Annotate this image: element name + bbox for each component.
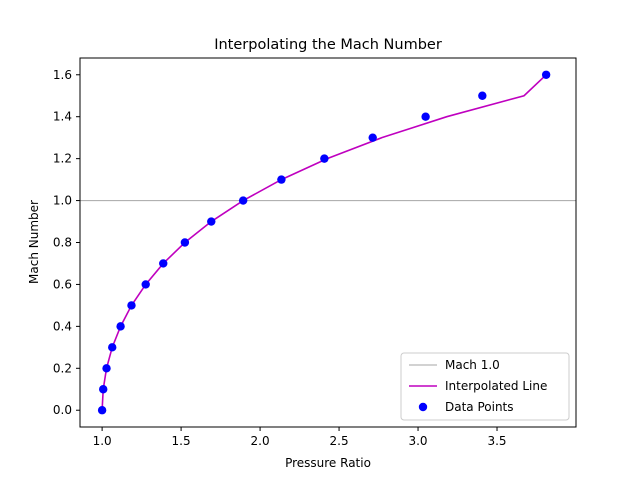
legend-box [400,352,570,421]
x-tick-label: 1.5 [172,434,191,448]
data-point [320,154,329,163]
y-tick-label: 0.8 [53,236,72,250]
data-point [108,343,117,352]
data-point [127,301,136,310]
x-axis-label: Pressure Ratio [285,456,371,470]
plot-area: 1.0 1.5 2.0 2.5 3.0 3.5 0.0 0.2 0.4 0.6 0.8 1.0 1.2 1… [53,57,577,448]
x-tick-label: 3.0 [408,434,427,448]
y-tick-label: 0.6 [53,277,72,291]
data-point [478,91,487,100]
y-tick-label: 1.4 [53,110,72,124]
data-point [541,70,551,79]
x-tick-label: 3.5 [487,434,506,448]
data-point [141,280,150,289]
data-point [116,322,125,331]
data-point [421,112,430,121]
x-tick-label: 2.0 [251,434,270,448]
y-axis-label: Mach Number [27,200,41,284]
data-point [180,238,190,247]
legend-entry-data-points-swatch [418,402,428,412]
data-point [238,196,248,205]
y-tick-label: 1.2 [53,152,72,166]
y-tick-label: 0.4 [53,319,72,333]
x-tick-label: 1.0 [93,434,112,448]
x-tick-label: 2.5 [330,434,349,448]
legend-entry-interpolated-label: Interpolated Line [445,379,547,393]
y-tick-label: 0.0 [53,403,72,417]
legend-entry-mach-label: Mach 1.0 [445,358,500,372]
data-point [99,385,108,394]
data-point [102,364,111,373]
y-tick-label: 1.0 [53,194,72,208]
y-tick-label: 1.6 [53,68,72,82]
data-point [159,259,168,268]
data-point [277,175,286,184]
data-point [207,217,216,226]
chart-title: Interpolating the Mach Number [214,37,442,53]
legend-entry-data-points-label: Data Points [445,400,514,414]
data-point [97,406,107,415]
data-point [368,133,377,142]
legend: Mach 1.0 Interpolated Line Data Points [400,352,570,421]
y-tick-label: 0.2 [53,361,72,375]
